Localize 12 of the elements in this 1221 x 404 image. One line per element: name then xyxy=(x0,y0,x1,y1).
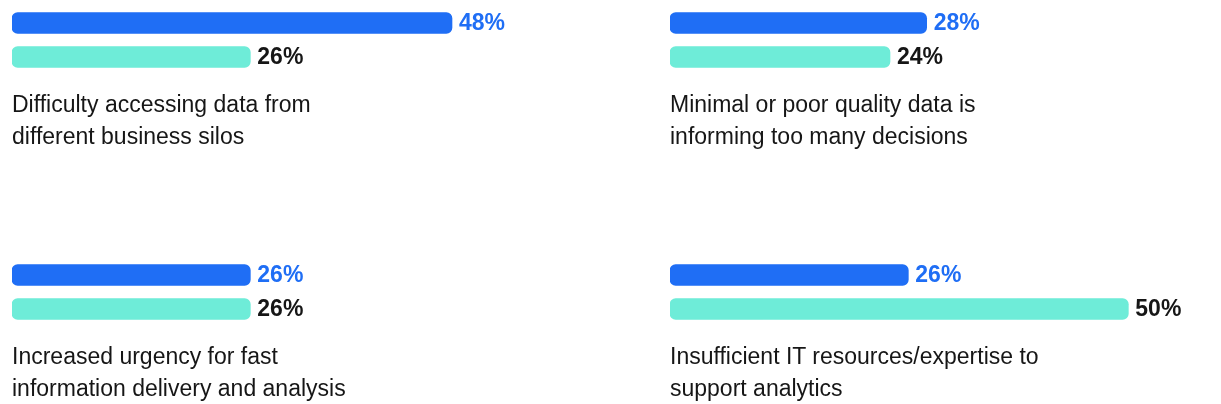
text: Increased urgency for fast information delivery and analysis xyxy=(12,342,347,403)
data-label: 26% xyxy=(257,261,304,288)
data-label: 26% xyxy=(915,261,962,288)
data-label: 50% xyxy=(1135,295,1182,322)
text: Minimal or poor quality data is informing too many decisions xyxy=(670,90,977,151)
data-label: 28% xyxy=(933,9,980,36)
data-label: 48% xyxy=(459,9,506,36)
text: Difficulty accessing data from different business silos xyxy=(12,90,312,151)
data-label: 26% xyxy=(257,295,304,322)
text: Insufficient IT resources/expertise to support analytics xyxy=(670,342,1040,403)
data-label: 24% xyxy=(897,43,944,70)
data-label: 26% xyxy=(257,43,304,70)
